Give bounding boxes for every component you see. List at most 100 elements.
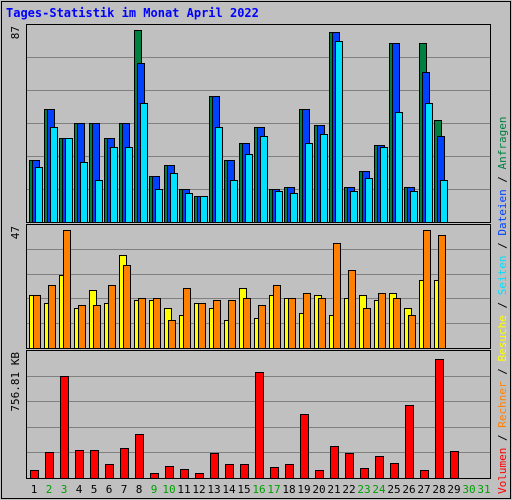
bar-rechner-day-8 <box>138 298 146 349</box>
x-tick-label-day-19: 19 <box>297 483 310 496</box>
x-tick-label-day-20: 20 <box>312 483 325 496</box>
bar-seiten-day-12 <box>200 196 208 223</box>
bar-volumen-day-20 <box>315 470 324 479</box>
bar-volumen-day-8 <box>135 434 144 479</box>
bar-rechner-day-3 <box>63 230 71 349</box>
bar-seiten-day-28 <box>440 180 448 223</box>
bar-volumen-day-27 <box>420 470 429 479</box>
bar-rechner-day-14 <box>228 300 236 349</box>
bar-volumen-day-26 <box>405 405 414 479</box>
bar-rechner-day-21 <box>333 243 341 349</box>
bar-rechner-day-25 <box>393 298 401 349</box>
legend-separator: / <box>496 428 509 448</box>
panel-requests-ymax-label: 87 <box>9 26 22 39</box>
bar-seiten-day-26 <box>410 191 418 223</box>
bar-rechner-day-9 <box>153 298 161 349</box>
bar-seiten-day-21 <box>335 41 343 223</box>
bar-volumen-day-10 <box>165 466 174 479</box>
x-tick-label-day-27: 27 <box>417 483 430 496</box>
x-tick-label-day-5: 5 <box>91 483 98 496</box>
bar-seiten-day-20 <box>320 134 328 223</box>
x-tick-label-day-23: 23 <box>357 483 370 496</box>
bar-rechner-day-22 <box>348 270 356 349</box>
legend-separator: / <box>496 169 509 189</box>
bar-volumen-day-16 <box>255 372 264 479</box>
bar-volumen-day-19 <box>300 414 309 479</box>
x-tick-label-day-10: 10 <box>162 483 175 496</box>
bar-seiten-day-24 <box>380 147 388 223</box>
bar-seiten-day-18 <box>290 193 298 223</box>
bar-volumen-day-17 <box>270 467 279 479</box>
legend-item-besuche: Besuche <box>496 315 509 361</box>
bar-rechner-day-26 <box>408 315 416 349</box>
x-tick-label-day-8: 8 <box>136 483 143 496</box>
bar-volumen-day-15 <box>240 464 249 479</box>
bar-volumen-day-14 <box>225 464 234 479</box>
bar-rechner-day-12 <box>198 303 206 349</box>
x-tick-label-day-15: 15 <box>237 483 250 496</box>
bar-volumen-day-13 <box>210 453 219 479</box>
bar-seiten-day-19 <box>305 143 313 223</box>
bar-rechner-day-15 <box>243 298 251 349</box>
legend-separator: / <box>496 362 509 382</box>
bar-rechner-day-2 <box>48 285 56 349</box>
bar-seiten-day-7 <box>125 147 133 223</box>
bar-volumen-day-6 <box>105 464 114 479</box>
legend-item-seiten: Seiten <box>496 256 509 296</box>
bar-volumen-day-18 <box>285 464 294 479</box>
bar-rechner-day-11 <box>183 288 191 349</box>
bar-rechner-day-24 <box>378 293 386 349</box>
bar-rechner-day-17 <box>273 285 281 349</box>
x-tick-label-day-4: 4 <box>76 483 83 496</box>
vertical-legend: Volumen / Rechner / Besuche / Seiten / D… <box>496 116 509 494</box>
x-tick-label-day-24: 24 <box>372 483 386 496</box>
bar-seiten-day-10 <box>170 173 178 223</box>
bar-seiten-day-1 <box>35 167 43 223</box>
bar-seiten-day-3 <box>65 138 73 223</box>
bar-volumen-day-3 <box>60 376 69 479</box>
bar-volumen-day-1 <box>30 470 39 479</box>
bar-volumen-day-11 <box>180 469 189 479</box>
bar-seiten-day-27 <box>425 103 433 223</box>
x-tick-label-day-18: 18 <box>282 483 295 496</box>
bar-seiten-day-17 <box>275 191 283 223</box>
x-tick-label-day-12: 12 <box>192 483 205 496</box>
bar-seiten-day-8 <box>140 103 148 223</box>
bar-seiten-day-25 <box>395 112 403 223</box>
x-tick-label-day-6: 6 <box>106 483 113 496</box>
bar-volumen-day-29 <box>450 451 459 479</box>
panel-volume-ymax-label: 756.81 KB <box>9 352 22 412</box>
x-tick-label-day-26: 26 <box>402 483 415 496</box>
bar-rechner-day-28 <box>438 235 446 349</box>
x-tick-label-day-22: 22 <box>342 483 355 496</box>
bar-rechner-day-5 <box>93 305 101 349</box>
bar-seiten-day-16 <box>260 136 268 223</box>
bar-rechner-day-18 <box>288 298 296 349</box>
legend-item-rechner: Rechner <box>496 381 509 428</box>
x-tick-label-day-21: 21 <box>327 483 340 496</box>
x-tick-label-day-11: 11 <box>177 483 190 496</box>
x-tick-label-day-13: 13 <box>207 483 220 496</box>
bar-volumen-day-12 <box>195 473 204 479</box>
chart-title: Tages-Statistik im Monat April 2022 <box>6 6 259 20</box>
bar-volumen-day-4 <box>75 450 84 479</box>
x-tick-label-day-30: 30 <box>462 483 475 496</box>
bar-volumen-day-21 <box>330 446 339 479</box>
bar-volumen-day-22 <box>345 453 354 479</box>
x-tick-label-day-2: 2 <box>46 483 53 496</box>
bar-volumen-day-28 <box>435 359 444 479</box>
bar-volumen-day-9 <box>150 473 159 479</box>
bar-volumen-day-7 <box>120 448 129 479</box>
panel-visits-ymax-label: 47 <box>9 226 22 239</box>
legend-item-volumen: Volumen <box>496 448 509 494</box>
x-tick-label-day-16: 16 <box>252 483 265 496</box>
legend-separator: / <box>496 295 509 315</box>
x-tick-label-day-17: 17 <box>267 483 280 496</box>
bar-volumen-day-25 <box>390 463 399 479</box>
bar-seiten-day-15 <box>245 154 253 223</box>
x-tick-label-day-1: 1 <box>31 483 38 496</box>
bar-rechner-day-6 <box>108 285 116 349</box>
bar-rechner-day-23 <box>363 308 371 349</box>
